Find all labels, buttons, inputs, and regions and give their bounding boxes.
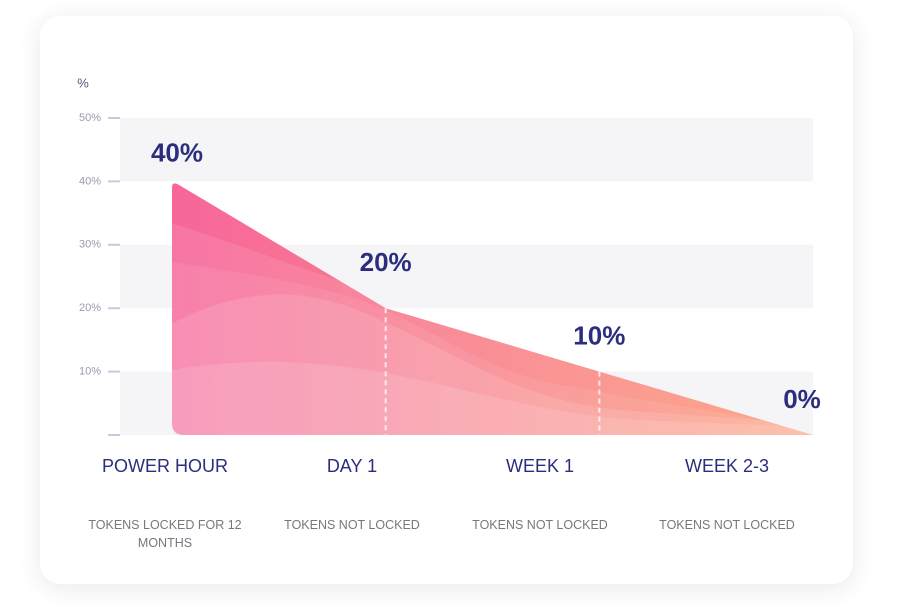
area-wave	[172, 361, 813, 435]
y-tick-label: 40%	[79, 175, 101, 187]
value-label: 0%	[783, 384, 821, 414]
category-description: TOKENS NOT LOCKED	[659, 518, 795, 532]
category-description: TOKENS LOCKED FOR 12 MONTHS	[88, 518, 242, 550]
value-label: 20%	[360, 247, 412, 277]
value-label: 10%	[573, 320, 625, 350]
area-wave	[172, 294, 813, 435]
y-tick-label: 20%	[79, 302, 101, 314]
x-category-label: POWER HOUR	[102, 456, 228, 476]
value-label: 40%	[151, 137, 203, 167]
area	[172, 183, 813, 435]
category-description: TOKENS NOT LOCKED	[284, 518, 420, 532]
category-description: TOKENS NOT LOCKED	[472, 518, 608, 532]
grid-band	[120, 118, 813, 182]
x-category-label: WEEK 1	[506, 456, 574, 476]
y-axis-label: %	[77, 75, 89, 90]
x-category-label: WEEK 2-3	[685, 456, 769, 476]
area-wave	[172, 260, 813, 435]
y-tick-label: 50%	[79, 112, 101, 124]
x-category-label: DAY 1	[327, 456, 377, 476]
y-tick-label: 30%	[79, 239, 101, 251]
y-tick-label: 10%	[79, 366, 101, 378]
